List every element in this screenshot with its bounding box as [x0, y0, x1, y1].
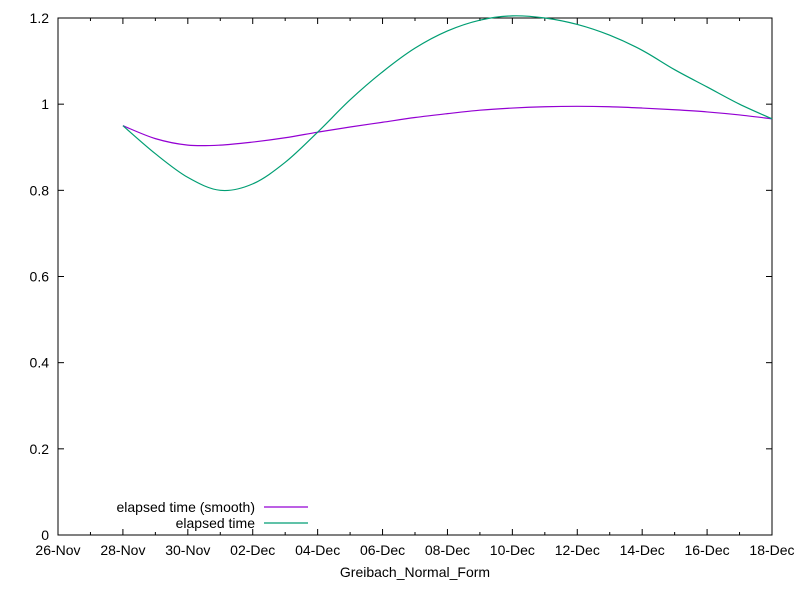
y-tick-label: 0.2 [30, 441, 50, 457]
x-tick-label: 26-Nov [35, 542, 80, 558]
x-tick-label: 18-Dec [749, 542, 794, 558]
x-tick-label: 10-Dec [490, 542, 535, 558]
x-tick-label: 06-Dec [360, 542, 405, 558]
series-line-0 [122, 105, 773, 147]
y-tick-label: 0.6 [30, 269, 50, 285]
x-axis: 26-Nov 28-Nov 30-Nov 02-Dec 04-Dec 06-Dec 08-D… [35, 18, 795, 558]
x-tick-label: 04-Dec [295, 542, 340, 558]
y-tick-label: 0.8 [30, 182, 50, 198]
y-tick-label: 0 [41, 527, 49, 543]
legend: elapsed time (smooth)elapsed time [116, 499, 308, 531]
x-tick-label: 28-Nov [100, 542, 145, 558]
y-tick-label: 1.2 [30, 10, 50, 26]
x-axis-title: Greibach_Normal_Form [340, 564, 490, 580]
x-tick-label: 08-Dec [425, 542, 470, 558]
legend-label: elapsed time [176, 515, 256, 531]
plot-frame [57, 17, 773, 536]
x-tick-label: 02-Dec [230, 542, 275, 558]
y-tick-label: 0.4 [30, 355, 50, 371]
y-axis: 0 0.2 0.4 0.6 0.8 1 1.2 [30, 10, 772, 543]
x-tick-label: 12-Dec [555, 542, 600, 558]
legend-label: elapsed time (smooth) [116, 499, 255, 515]
x-tick-label: 14-Dec [620, 542, 665, 558]
x-tick-label: 16-Dec [685, 542, 730, 558]
y-tick-label: 1 [41, 96, 49, 112]
series-lines [122, 15, 773, 192]
x-tick-label: 30-Nov [165, 542, 210, 558]
series-line-1 [122, 15, 773, 192]
